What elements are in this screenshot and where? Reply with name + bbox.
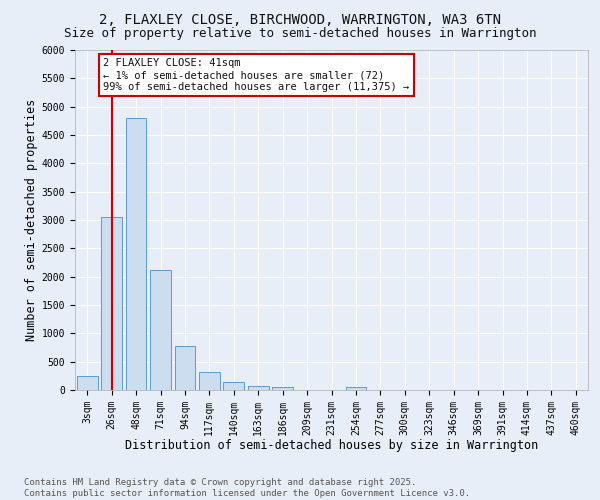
Bar: [272, 387, 293, 390]
Bar: [175, 346, 196, 390]
Bar: [248, 386, 269, 390]
Bar: [150, 270, 171, 390]
Bar: [77, 376, 98, 390]
Bar: [199, 372, 220, 390]
Bar: [223, 382, 244, 390]
Text: 2 FLAXLEY CLOSE: 41sqm
← 1% of semi-detached houses are smaller (72)
99% of semi: 2 FLAXLEY CLOSE: 41sqm ← 1% of semi-deta…: [103, 58, 409, 92]
X-axis label: Distribution of semi-detached houses by size in Warrington: Distribution of semi-detached houses by …: [125, 439, 538, 452]
Text: Contains HM Land Registry data © Crown copyright and database right 2025.
Contai: Contains HM Land Registry data © Crown c…: [24, 478, 470, 498]
Text: Size of property relative to semi-detached houses in Warrington: Size of property relative to semi-detach…: [64, 28, 536, 40]
Y-axis label: Number of semi-detached properties: Number of semi-detached properties: [25, 99, 38, 341]
Bar: [125, 118, 146, 390]
Bar: [101, 217, 122, 390]
Bar: [346, 387, 367, 390]
Text: 2, FLAXLEY CLOSE, BIRCHWOOD, WARRINGTON, WA3 6TN: 2, FLAXLEY CLOSE, BIRCHWOOD, WARRINGTON,…: [99, 12, 501, 26]
